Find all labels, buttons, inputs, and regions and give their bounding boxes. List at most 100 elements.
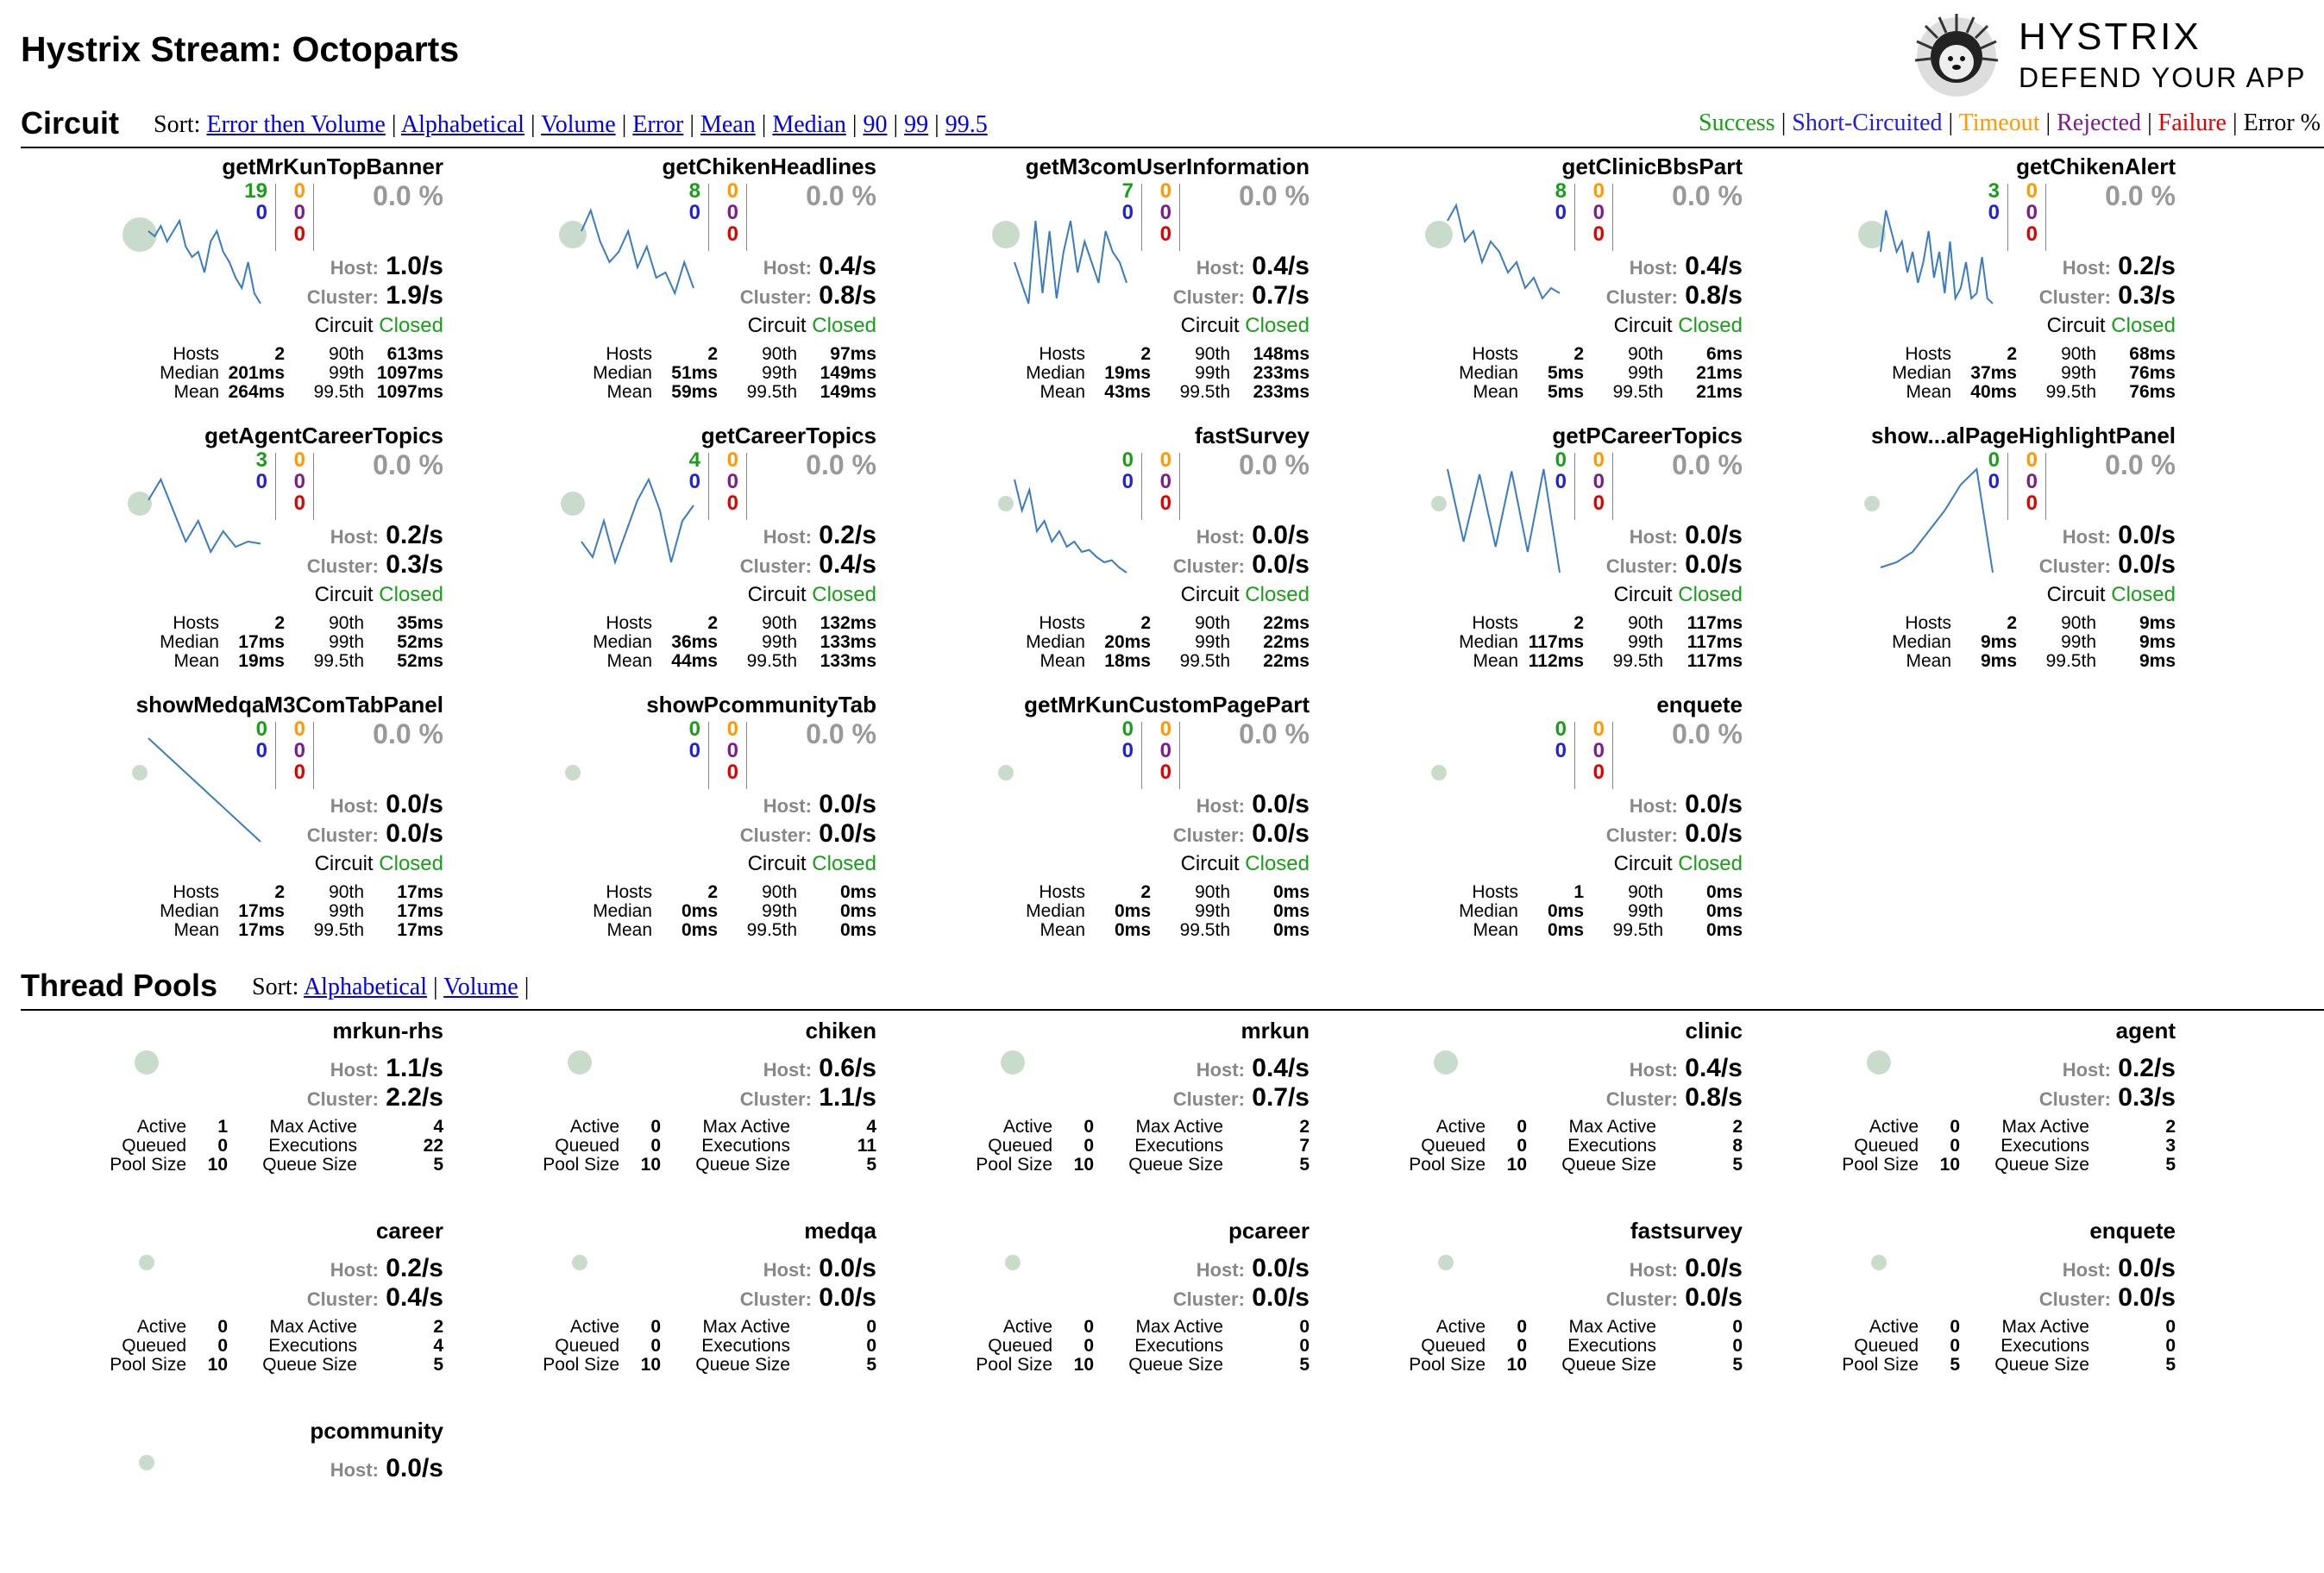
thread-pool-card[interactable]: fastsurvey Host: 0.0/s Cluster: 0.0/s Activ…	[1311, 1218, 1743, 1375]
counts-divider	[313, 722, 314, 789]
health-bubble	[1431, 765, 1447, 780]
health-bubble	[1864, 496, 1880, 511]
counts-divider	[313, 184, 314, 251]
host-rate: Host: 0.2/s	[330, 1254, 443, 1283]
stat-label-hosts: Hosts	[606, 344, 652, 364]
error-percentage: 0.0 %	[806, 449, 876, 480]
host-rate-value: 0.0/s	[1685, 521, 1743, 549]
sort-option-5[interactable]: Median	[772, 111, 846, 138]
circuit-label: Circuit	[1613, 583, 1673, 606]
circuit-card[interactable]: getChikenAlert 3 0 0 0 0 0.0 % Host: 0.2/s Clust…	[1744, 154, 2176, 412]
sort-option-1[interactable]: Alphabetical	[400, 111, 524, 138]
sort-option-4[interactable]: Mean	[700, 111, 756, 138]
stat-value-p995: 17ms	[397, 920, 443, 940]
circuit-name: enquete	[1656, 692, 1743, 718]
sparkline-path	[581, 477, 694, 566]
thread-pool-name: enquete	[2089, 1218, 2176, 1244]
stat-label-p90: 90th	[1628, 344, 1663, 364]
thread-pool-card[interactable]: medqa Host: 0.0/s Cluster: 0.0/s Active 0 Max…	[445, 1218, 876, 1375]
latency-stats: Hosts 2 90th 148ms Median 19ms 99th 233ms Mean 43…	[999, 345, 1310, 402]
stat-label-max_active: Max Active	[702, 1317, 790, 1337]
stat-label-p90: 90th	[329, 882, 364, 902]
sort-option-3[interactable]: Error	[632, 111, 684, 138]
cluster-rate: Cluster: 0.0/s	[1606, 1283, 1743, 1313]
short-circuited-count: 0	[1988, 470, 2000, 493]
health-bubble	[1001, 1050, 1025, 1075]
error-percentage: 0.0 %	[1239, 449, 1310, 480]
sparkline-path	[148, 477, 261, 555]
stat-label-p90: 90th	[1195, 882, 1230, 902]
stat-value-p995: 233ms	[1253, 382, 1310, 402]
stat-value-active: 0	[1950, 1117, 1960, 1137]
circuit-card[interactable]: getClinicBbsPart 8 0 0 0 0 0.0 % Host: 0.4/s Clu…	[1311, 154, 1743, 412]
stat-label-hosts: Hosts	[1905, 613, 1951, 633]
health-bubble	[1871, 1255, 1887, 1270]
stat-label-pool_size: Pool Size	[110, 1155, 186, 1175]
host-rate-value: 0.0/s	[1685, 1254, 1743, 1282]
stat-value-pool_size: 10	[207, 1155, 228, 1175]
host-rate-value: 0.4/s	[819, 252, 876, 280]
stat-value-mean: 0ms	[1114, 920, 1151, 940]
stat-value-hosts: 2	[1140, 344, 1151, 364]
stat-label-p99: 99th	[329, 363, 364, 383]
thread-pool-card[interactable]: clinic Host: 0.4/s Cluster: 0.8/s Active 0 Ma…	[1311, 1018, 1743, 1175]
stat-label-hosts: Hosts	[1039, 344, 1085, 364]
thread-pool-card[interactable]: career Host: 0.2/s Cluster: 0.4/s Active 0 Ma…	[12, 1218, 443, 1375]
circuit-card[interactable]: getMrKunCustomPagePart 0 0 0 0 0 0.0 % Host: 0.…	[878, 692, 1310, 950]
circuit-card[interactable]: fastSurvey 0 0 0 0 0 0.0 % Host: 0.0/s Cluster: …	[878, 423, 1310, 681]
timeout-count: 0	[1592, 718, 1605, 741]
stat-label-p99: 99th	[1628, 632, 1663, 652]
circuit-card[interactable]: getPCareerTopics 0 0 0 0 0 0.0 % Host: 0.0/s Clu…	[1311, 423, 1743, 681]
thread-pool-card[interactable]: mrkun-rhs Host: 1.1/s Cluster: 2.2/s Active…	[12, 1018, 443, 1175]
host-rate-value: 0.4/s	[1685, 1054, 1743, 1082]
stat-value-median: 36ms	[671, 632, 718, 652]
circuit-card[interactable]: showMedqaM3ComTabPanel 0 0 0 0 0 0.0 % Host: 0.…	[12, 692, 443, 950]
stat-value-executions: 0	[866, 1336, 876, 1356]
cluster-rate: Cluster: 0.0/s	[1173, 819, 1310, 849]
thread-pool-card[interactable]: chiken Host: 0.6/s Cluster: 1.1/s Active 0 Ma…	[445, 1018, 876, 1175]
stat-label-p995: 99.5th	[746, 651, 797, 671]
circuit-status: Circuit Closed	[1181, 314, 1310, 338]
stat-label-executions: Executions	[2001, 1336, 2089, 1356]
sort-option-0[interactable]: Alphabetical	[303, 974, 427, 1000]
stat-value-queue_size: 5	[2165, 1355, 2176, 1375]
stat-value-hosts: 2	[274, 882, 285, 902]
thread-pool-card[interactable]: enquete Host: 0.0/s Cluster: 0.0/s Active 0 M…	[1744, 1218, 2176, 1375]
sort-option-8[interactable]: 99.5	[945, 111, 988, 138]
circuit-card[interactable]: showPcommunityTab 0 0 0 0 0 0.0 % Host: 0.0/s Cl…	[445, 692, 876, 950]
sort-option-2[interactable]: Volume	[541, 111, 616, 138]
stat-label-queued: Queued	[1421, 1136, 1485, 1156]
circuit-card[interactable]: getChikenHeadlines 8 0 0 0 0 0.0 % Host: 0.4/s C…	[445, 154, 876, 412]
circuit-card[interactable]: getM3comUserInformation 7 0 0 0 0 0.0 % Host: 0…	[878, 154, 1310, 412]
cluster-rate-value: 1.1/s	[819, 1083, 876, 1112]
circuit-state: Closed	[1678, 583, 1743, 606]
stat-label-p99: 99th	[329, 901, 364, 921]
circuit-card[interactable]: show...alPageHighlightPanel 0 0 0 0 0 0.0 % Hos…	[1744, 423, 2176, 681]
sort-option-7[interactable]: 99	[904, 111, 929, 138]
circuit-card[interactable]: getCareerTopics 4 0 0 0 0 0.0 % Host: 0.2/s Clus…	[445, 423, 876, 681]
circuit-card[interactable]: enquete 0 0 0 0 0 0.0 % Host: 0.0/s Cluster: 0.0…	[1311, 692, 1743, 950]
timeout-count: 0	[726, 179, 738, 203]
stat-value-p995: 76ms	[2129, 382, 2176, 402]
sort-option-1[interactable]: Volume	[443, 974, 518, 1000]
thread-pool-card[interactable]: pcareer Host: 0.0/s Cluster: 0.0/s Active 0 M…	[878, 1218, 1310, 1375]
sort-option-6[interactable]: 90	[863, 111, 888, 138]
circuit-card[interactable]: getAgentCareerTopics 3 0 0 0 0 0.0 % Host: 0.2/…	[12, 423, 443, 681]
host-rate: Host: 0.0/s	[763, 1254, 876, 1283]
thread-pool-card[interactable]: pcommunity Host: 0.0/s	[12, 1418, 443, 1573]
cluster-rate: Cluster: 0.0/s	[1173, 1283, 1310, 1313]
stat-label-max_active: Max Active	[1568, 1317, 1656, 1337]
stat-label-median: Median	[593, 632, 652, 652]
failure-count: 0	[1159, 492, 1171, 515]
sort-option-0[interactable]: Error then Volume	[206, 111, 386, 138]
failure-count: 0	[2026, 222, 2038, 246]
thread-pool-card[interactable]: mrkun Host: 0.4/s Cluster: 0.7/s Active 0 Max…	[878, 1018, 1310, 1175]
circuit-card[interactable]: getMrKunTopBanner 19 0 0 0 0 0.0 % Host: 1.0/s C…	[12, 154, 443, 412]
stat-value-queued: 0	[1950, 1136, 1960, 1156]
legend-separator: |	[2039, 110, 2057, 136]
thread-pool-card[interactable]: agent Host: 0.2/s Cluster: 0.3/s Active 0 Max…	[1744, 1018, 2176, 1175]
thread-pool-name: agent	[2115, 1018, 2176, 1043]
stat-value-queue_size: 5	[866, 1155, 876, 1175]
